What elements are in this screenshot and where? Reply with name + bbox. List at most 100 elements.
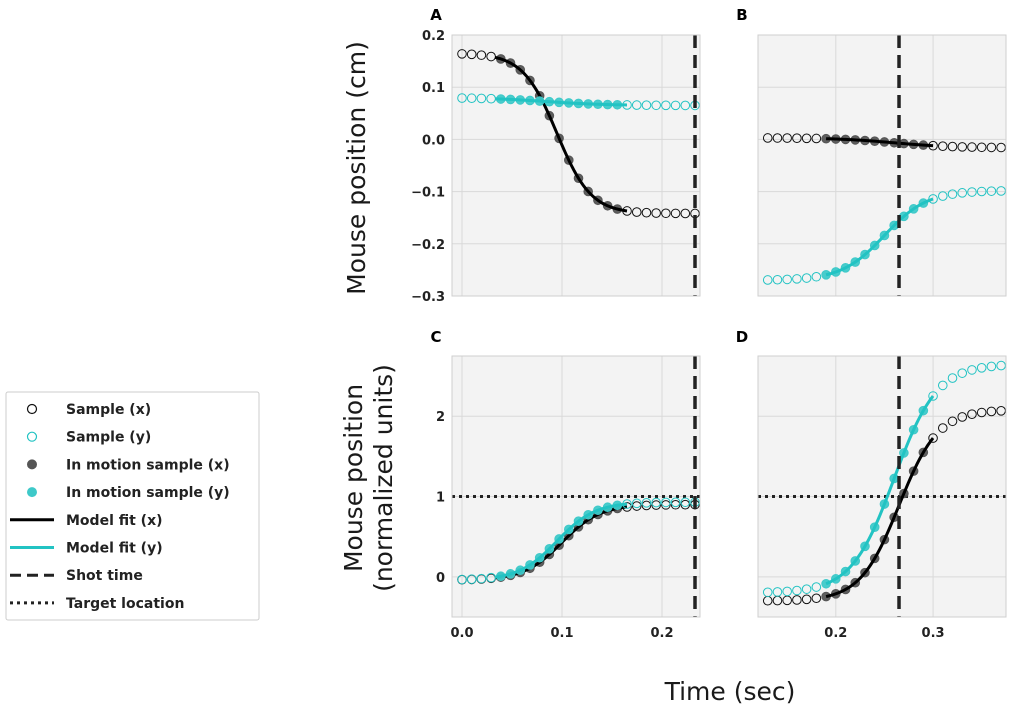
legend-marker [27, 487, 37, 498]
sample-x [986, 142, 997, 153]
sample-x [476, 50, 487, 60]
sample-y [641, 498, 652, 508]
model-fit-y [825, 197, 934, 277]
legend-marker [27, 459, 37, 470]
sample-y [811, 582, 822, 592]
sample-x [967, 409, 977, 419]
sample-x [811, 593, 822, 604]
y-tick-label: 1 [436, 491, 445, 506]
plot-content [758, 356, 1006, 617]
sample-x [986, 406, 997, 417]
sample-y [976, 362, 987, 373]
legend: Sample (x) Sample (y) In motion sample (x)… [5, 391, 260, 621]
sample-y [947, 189, 958, 199]
plot-frame [451, 34, 701, 297]
legend-label: Target location [66, 596, 184, 612]
legend-item: Sample (x) [26, 402, 151, 418]
sample-x [670, 499, 681, 510]
model-fit-x [826, 137, 934, 148]
legend-item: Target location [10, 596, 184, 612]
model-fit-x [494, 55, 628, 213]
x-tick-label: 0.3 [922, 626, 945, 641]
panel-c: 0 1 2 0.0 0.1 0.2 C [430, 328, 701, 641]
plot-area [452, 356, 700, 617]
sample-y [967, 187, 977, 197]
sample-x [680, 208, 691, 219]
sample-x [641, 500, 652, 511]
y-tick-label: −0.2 [411, 238, 445, 253]
x-tick-label: 0.1 [550, 626, 573, 641]
plot-content [457, 35, 700, 296]
x-axis-label: Time (sec) [664, 677, 796, 706]
legend-label: Sample (y) [66, 430, 151, 446]
sample-y [457, 93, 467, 103]
sample-y [680, 497, 691, 508]
model-fit-y [494, 502, 628, 579]
sample-x [928, 433, 938, 443]
sample-x [996, 406, 1006, 416]
y-tick-label: 0 [436, 571, 445, 586]
legend-frame [5, 391, 260, 621]
sample-y [792, 274, 802, 284]
sample-x [947, 416, 958, 427]
model-fit-y [825, 395, 935, 586]
plot-frame [757, 355, 1007, 618]
sample-x [792, 133, 802, 143]
y-axis-label-bottom-line2: (normalized units) [369, 364, 398, 592]
sample-x [651, 208, 661, 218]
legend-label: Model fit (y) [66, 541, 163, 557]
sample-y [641, 100, 652, 110]
sample-y [476, 573, 487, 584]
sample-y [457, 574, 467, 585]
model-fit-y [494, 97, 628, 107]
sample-y [986, 186, 997, 196]
y-tick-label: 0.0 [422, 133, 445, 148]
legend-label: Model fit (x) [66, 513, 163, 529]
sample-y [762, 587, 773, 598]
y-tick-label: 0.1 [422, 81, 445, 96]
legend-item: In motion sample (x) [27, 457, 230, 473]
sample-x [782, 133, 792, 143]
sample-y [762, 275, 773, 285]
plot-area [758, 35, 1006, 296]
sample-x [996, 142, 1006, 153]
plot-area [452, 35, 700, 296]
legend-label: Sample (x) [66, 402, 151, 418]
plot-content [452, 356, 700, 617]
sample-x [661, 208, 671, 219]
sample-y [651, 497, 661, 508]
sample-x [641, 207, 652, 218]
plot-frame [757, 34, 1007, 297]
sample-y [801, 584, 812, 594]
sample-x [631, 501, 642, 511]
sample-y [782, 274, 792, 285]
y-axis-label-top: Mouse position (cm) [342, 41, 371, 295]
panel-b: B [736, 6, 1007, 297]
sample-x [457, 49, 467, 59]
sample-x [957, 142, 968, 152]
sample-x [801, 594, 812, 605]
sample-y [466, 574, 477, 584]
legend-label: In motion sample (y) [66, 485, 230, 501]
sample-y [957, 368, 968, 378]
sample-x [466, 49, 477, 60]
sample-y [651, 100, 661, 111]
sample-y [792, 585, 802, 596]
legend-item: Model fit (x) [10, 513, 163, 529]
sample-y [670, 497, 681, 508]
legend-item: Model fit (y) [10, 541, 163, 557]
plot-frame [451, 355, 701, 618]
model-fit-x [825, 437, 935, 599]
sample-y [947, 373, 958, 383]
sample-x [976, 407, 987, 418]
sample-y [772, 587, 783, 597]
sample-x [680, 499, 691, 510]
sample-y [976, 186, 987, 197]
legend-item: Sample (y) [26, 430, 151, 446]
x-tick-label: 0.2 [650, 626, 673, 641]
sample-y [937, 380, 948, 391]
sample-y [967, 365, 977, 375]
sample-y [928, 391, 938, 401]
panel-letter: B [736, 6, 747, 24]
